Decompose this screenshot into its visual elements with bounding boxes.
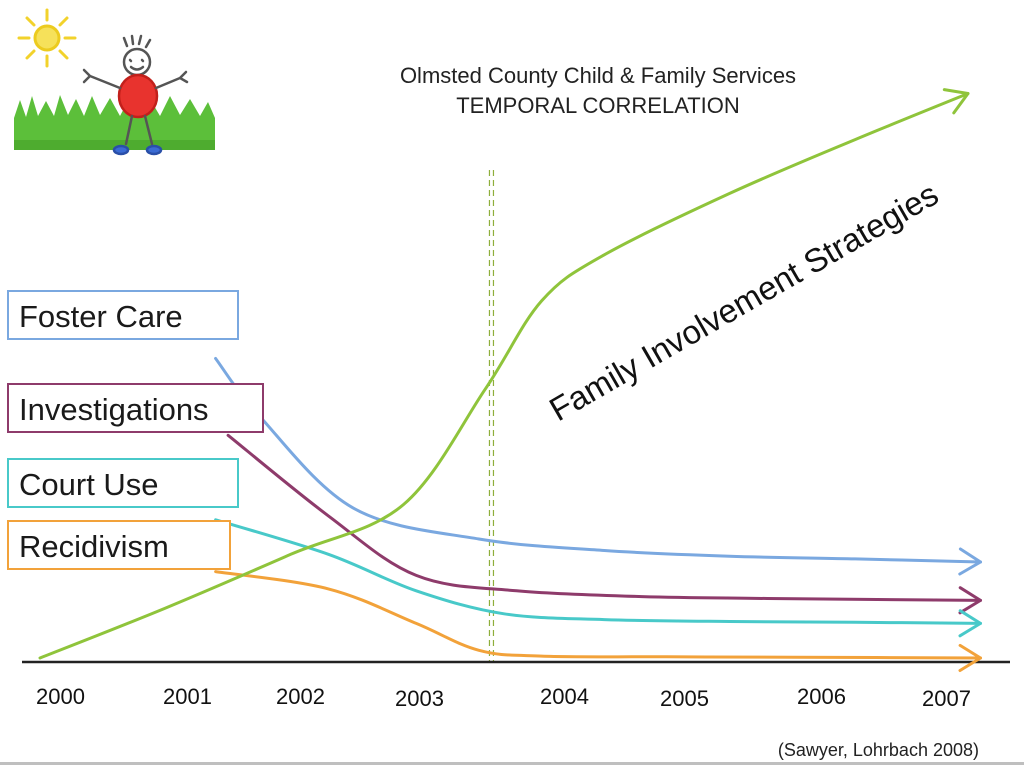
x-tick-label: 2006 <box>797 684 846 709</box>
legend-recidivism: Recidivism <box>7 520 231 570</box>
x-tick-label: 2004 <box>540 684 589 709</box>
chart-title-block: Olmsted County Child & Family Services T… <box>300 61 896 121</box>
x-tick-label: 2005 <box>660 686 709 711</box>
stick-figure-icon <box>82 34 189 156</box>
family-involvement-annotation: Family Involvement Strategies <box>543 175 944 428</box>
x-tick-label: 2003 <box>395 686 444 711</box>
reference-line <box>488 170 495 662</box>
sun-icon <box>17 8 77 68</box>
x-tick-label: 2007 <box>922 686 971 711</box>
x-tick-label: 2000 <box>36 684 85 709</box>
series-line-investigations <box>226 433 982 602</box>
series-arrowhead <box>958 586 982 615</box>
series-line-foster-care <box>214 357 982 564</box>
series-arrowhead <box>958 547 982 576</box>
legend-investigations: Investigations <box>7 383 264 433</box>
bottom-divider <box>0 762 1024 765</box>
series-arrowhead <box>942 88 970 115</box>
chart-title: Olmsted County Child & Family Services <box>399 63 797 88</box>
series-arrowhead <box>958 643 982 672</box>
legend-foster-care: Foster Care <box>7 290 239 340</box>
series-line-court-use <box>214 518 982 625</box>
x-tick-label: 2001 <box>163 684 212 709</box>
child-drawing-logo <box>14 8 215 156</box>
series-line-recidivism <box>214 570 982 660</box>
series-line-family-involvement-strategies <box>38 92 970 660</box>
source-citation: (Sawyer, Lohrbach 2008) <box>777 740 979 760</box>
grass-icon <box>14 95 215 150</box>
chart-subtitle: TEMPORAL CORRELATION <box>456 93 740 118</box>
x-tick-label: 2002 <box>276 684 325 709</box>
series-arrowhead <box>958 609 982 638</box>
legend-court-use: Court Use <box>7 458 239 508</box>
